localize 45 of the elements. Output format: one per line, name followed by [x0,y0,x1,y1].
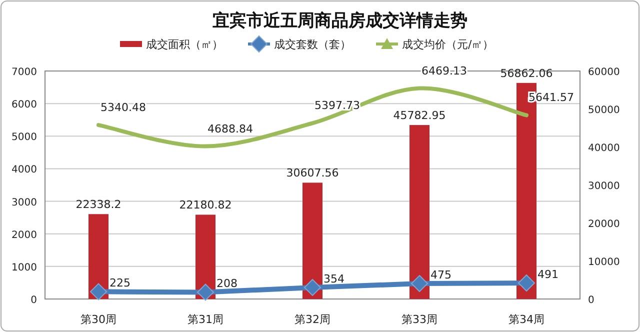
data-label: 22338.2 [76,198,122,212]
y2-tick-label: 30000 [588,181,620,192]
line-series [96,86,528,148]
y-tick-label: 0 [30,295,37,306]
y-tick-label: 4000 [12,164,37,176]
y2-tick-label: 50000 [588,105,620,116]
bar [302,182,322,299]
data-label: 45782.95 [393,109,446,122]
y-tick-label: 3000 [12,197,37,208]
x-tick-label: 第32周 [294,313,330,326]
y2-tick-label: 40000 [588,143,620,154]
data-label: 6469.13 [422,64,467,78]
bar [410,125,430,299]
data-label: 354 [324,272,344,286]
point [411,275,428,292]
data-label: 30607.56 [286,166,339,180]
x-tick-label: 第30周 [80,313,116,326]
point [518,274,535,292]
data-label: 5340.48 [100,101,146,114]
y-tick-label: 6000 [12,100,37,111]
data-label: 225 [110,276,130,290]
point [304,278,321,296]
x-tick-label: 第34周 [508,313,544,326]
y2-tick-label: 10000 [588,257,620,268]
data-label: 4688.84 [208,122,253,136]
data-label: 491 [538,268,558,282]
y-tick-label: 1000 [12,262,37,274]
legend-label: 成交套数（套） [274,38,351,51]
y-tick-label: 5000 [12,132,37,144]
y2-tick-label: 20000 [588,219,620,230]
data-label: 475 [430,268,452,282]
data-label: 208 [216,277,238,290]
point [90,283,107,300]
x-tick-label: 第31周 [188,313,224,326]
legend-label: 成交面积（㎡） [146,38,223,51]
legend-label: 成交均价（元/㎡） [402,38,494,51]
data-label: 22180.82 [179,198,232,212]
y-tick-label: 7000 [12,67,37,78]
y2-tick-label: 0 [588,295,594,306]
point [197,284,214,301]
x-tick-label: 第33周 [402,313,438,326]
chart-title: 宜宾市近五周商品房成交详情走势 [212,11,468,31]
data-label: 56862.06 [500,66,553,80]
y2-tick-label: 60000 [588,67,620,78]
y-tick-label: 2000 [12,230,37,241]
